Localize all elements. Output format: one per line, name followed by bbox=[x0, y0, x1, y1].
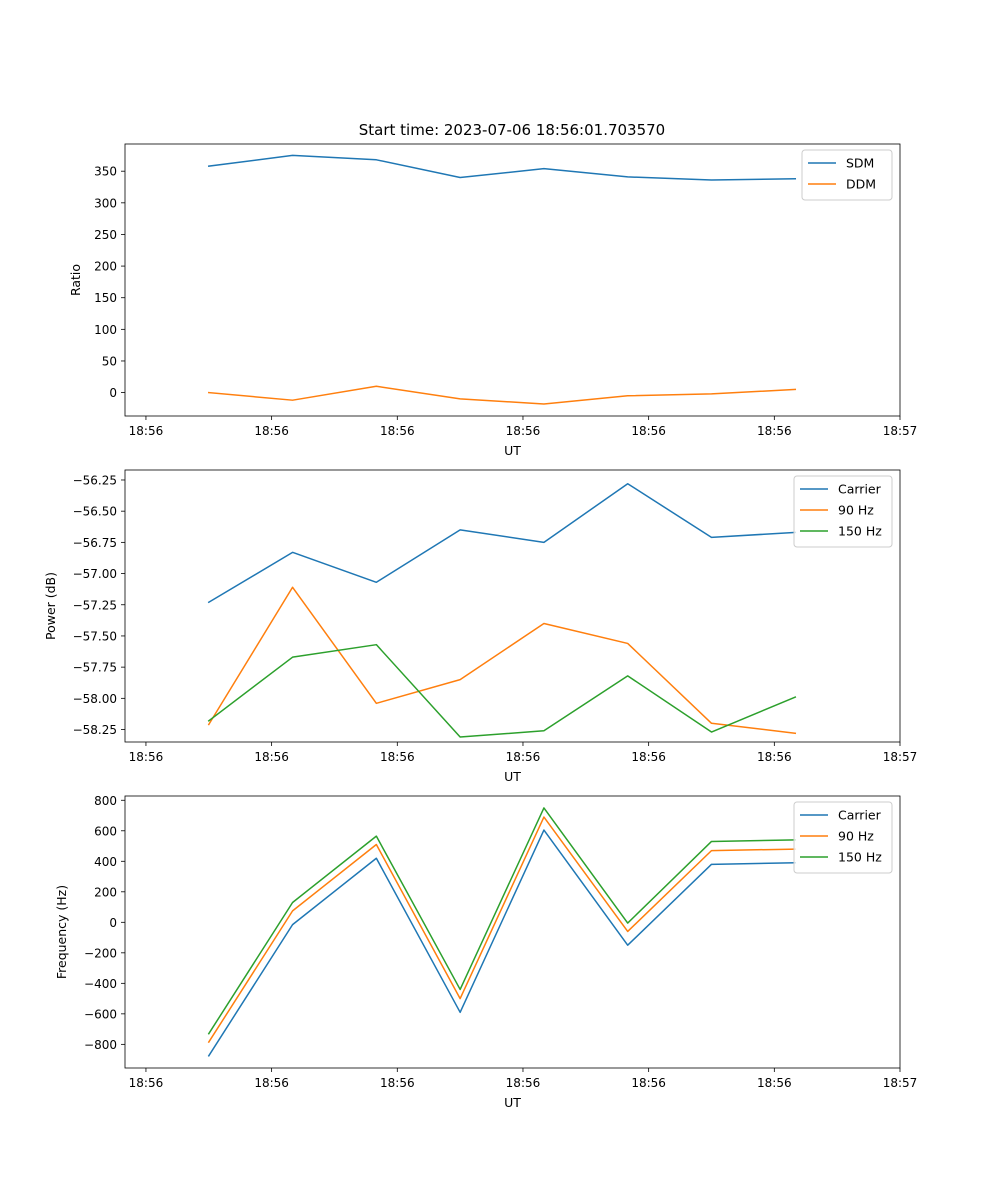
x-tick-label: 18:57 bbox=[883, 1076, 918, 1090]
x-axis-label: UT bbox=[504, 769, 521, 784]
power-panel: 18:56 18:56 18:56 18:56 18:56 18:56 18:57 −58.2… bbox=[43, 469, 918, 784]
legend-label: Carrier bbox=[838, 482, 882, 497]
legend-label: 150 Hz bbox=[838, 524, 882, 539]
x-tick-label: 18:56 bbox=[380, 750, 415, 764]
x-tick-label: 18:56 bbox=[631, 1076, 666, 1090]
y-tick-label: 0 bbox=[109, 916, 117, 930]
y-tick-label: −600 bbox=[84, 1007, 117, 1021]
y-tick-label: −57.50 bbox=[73, 629, 117, 643]
y-axis-label: Frequency (Hz) bbox=[54, 885, 69, 979]
series-line-sdm bbox=[207, 154, 797, 181]
series-line-150-hz bbox=[207, 807, 797, 1035]
legend: SDM DDM bbox=[801, 149, 893, 201]
x-tick-label: 18:56 bbox=[380, 424, 415, 438]
x-tick-label: 18:56 bbox=[631, 424, 666, 438]
legend-label: Carrier bbox=[838, 808, 882, 823]
series-line-90-hz bbox=[207, 816, 797, 1044]
y-tick-label: 350 bbox=[94, 165, 117, 179]
legend-box bbox=[793, 801, 893, 874]
y-tick-label: 400 bbox=[94, 855, 117, 869]
x-tick-label: 18:56 bbox=[506, 424, 541, 438]
y-tick-label: −56.25 bbox=[73, 473, 117, 487]
legend: Carrier 90 Hz 150 Hz bbox=[793, 801, 893, 874]
x-tick-label: 18:56 bbox=[254, 1076, 289, 1090]
x-tick-label: 18:56 bbox=[380, 1076, 415, 1090]
legend-label: 150 Hz bbox=[838, 850, 882, 865]
series-line-ddm bbox=[207, 385, 797, 405]
legend-label: 90 Hz bbox=[838, 503, 874, 518]
y-tick-label: 250 bbox=[94, 228, 117, 242]
y-axis-label: Power (dB) bbox=[43, 572, 58, 640]
x-tick-label: 18:56 bbox=[757, 750, 792, 764]
y-tick-label: −56.75 bbox=[73, 536, 117, 550]
x-tick-label: 18:56 bbox=[757, 424, 792, 438]
x-tick-label: 18:56 bbox=[129, 424, 164, 438]
series-line-carrier bbox=[207, 482, 797, 604]
series-line-150-hz bbox=[207, 643, 797, 738]
legend: Carrier 90 Hz 150 Hz bbox=[793, 475, 893, 548]
y-tick-label: 0 bbox=[109, 386, 117, 400]
series-line-carrier bbox=[207, 829, 797, 1057]
x-tick-label: 18:56 bbox=[757, 1076, 792, 1090]
x-tick-label: 18:56 bbox=[129, 750, 164, 764]
y-tick-label: 800 bbox=[94, 794, 117, 808]
legend-label: SDM bbox=[846, 156, 874, 171]
legend-box bbox=[793, 475, 893, 548]
axes-frame bbox=[124, 143, 901, 417]
chart-title: Start time: 2023-07-06 18:56:01.703570 bbox=[359, 121, 665, 139]
ratio-panel: 18:56 18:56 18:56 18:56 18:56 18:56 18:57 0 50 10… bbox=[68, 143, 918, 458]
x-axis-label: UT bbox=[504, 443, 521, 458]
y-tick-label: −800 bbox=[84, 1038, 117, 1052]
y-tick-label: 200 bbox=[94, 260, 117, 274]
x-tick-label: 18:57 bbox=[883, 424, 918, 438]
y-tick-label: 300 bbox=[94, 196, 117, 210]
frequency-panel: 18:56 18:56 18:56 18:56 18:56 18:56 18:57 −800 −… bbox=[54, 794, 917, 1110]
x-tick-label: 18:56 bbox=[506, 750, 541, 764]
y-tick-label: 100 bbox=[94, 323, 117, 337]
axes-frame bbox=[124, 469, 901, 743]
y-tick-label: −58.00 bbox=[73, 692, 117, 706]
y-tick-label: 150 bbox=[94, 291, 117, 305]
x-tick-label: 18:56 bbox=[506, 1076, 541, 1090]
y-tick-label: −400 bbox=[84, 977, 117, 991]
y-tick-label: −200 bbox=[84, 946, 117, 960]
y-tick-label: 600 bbox=[94, 824, 117, 838]
legend-label: 90 Hz bbox=[838, 829, 874, 844]
legend-label: DDM bbox=[846, 177, 876, 192]
y-tick-label: 50 bbox=[102, 354, 117, 368]
y-tick-label: −58.25 bbox=[73, 723, 117, 737]
series-line-90-hz bbox=[207, 586, 797, 735]
axes-frame bbox=[124, 795, 901, 1069]
x-tick-label: 18:56 bbox=[631, 750, 666, 764]
y-axis-label: Ratio bbox=[68, 264, 83, 296]
y-tick-label: −57.75 bbox=[73, 661, 117, 675]
y-tick-label: −57.00 bbox=[73, 567, 117, 581]
x-tick-label: 18:56 bbox=[254, 750, 289, 764]
x-tick-label: 18:56 bbox=[254, 424, 289, 438]
y-tick-label: −56.50 bbox=[73, 505, 117, 519]
x-axis-label: UT bbox=[504, 1095, 521, 1110]
y-tick-label: −57.25 bbox=[73, 598, 117, 612]
y-tick-label: 200 bbox=[94, 885, 117, 899]
x-tick-label: 18:56 bbox=[129, 1076, 164, 1090]
x-tick-label: 18:57 bbox=[883, 750, 918, 764]
